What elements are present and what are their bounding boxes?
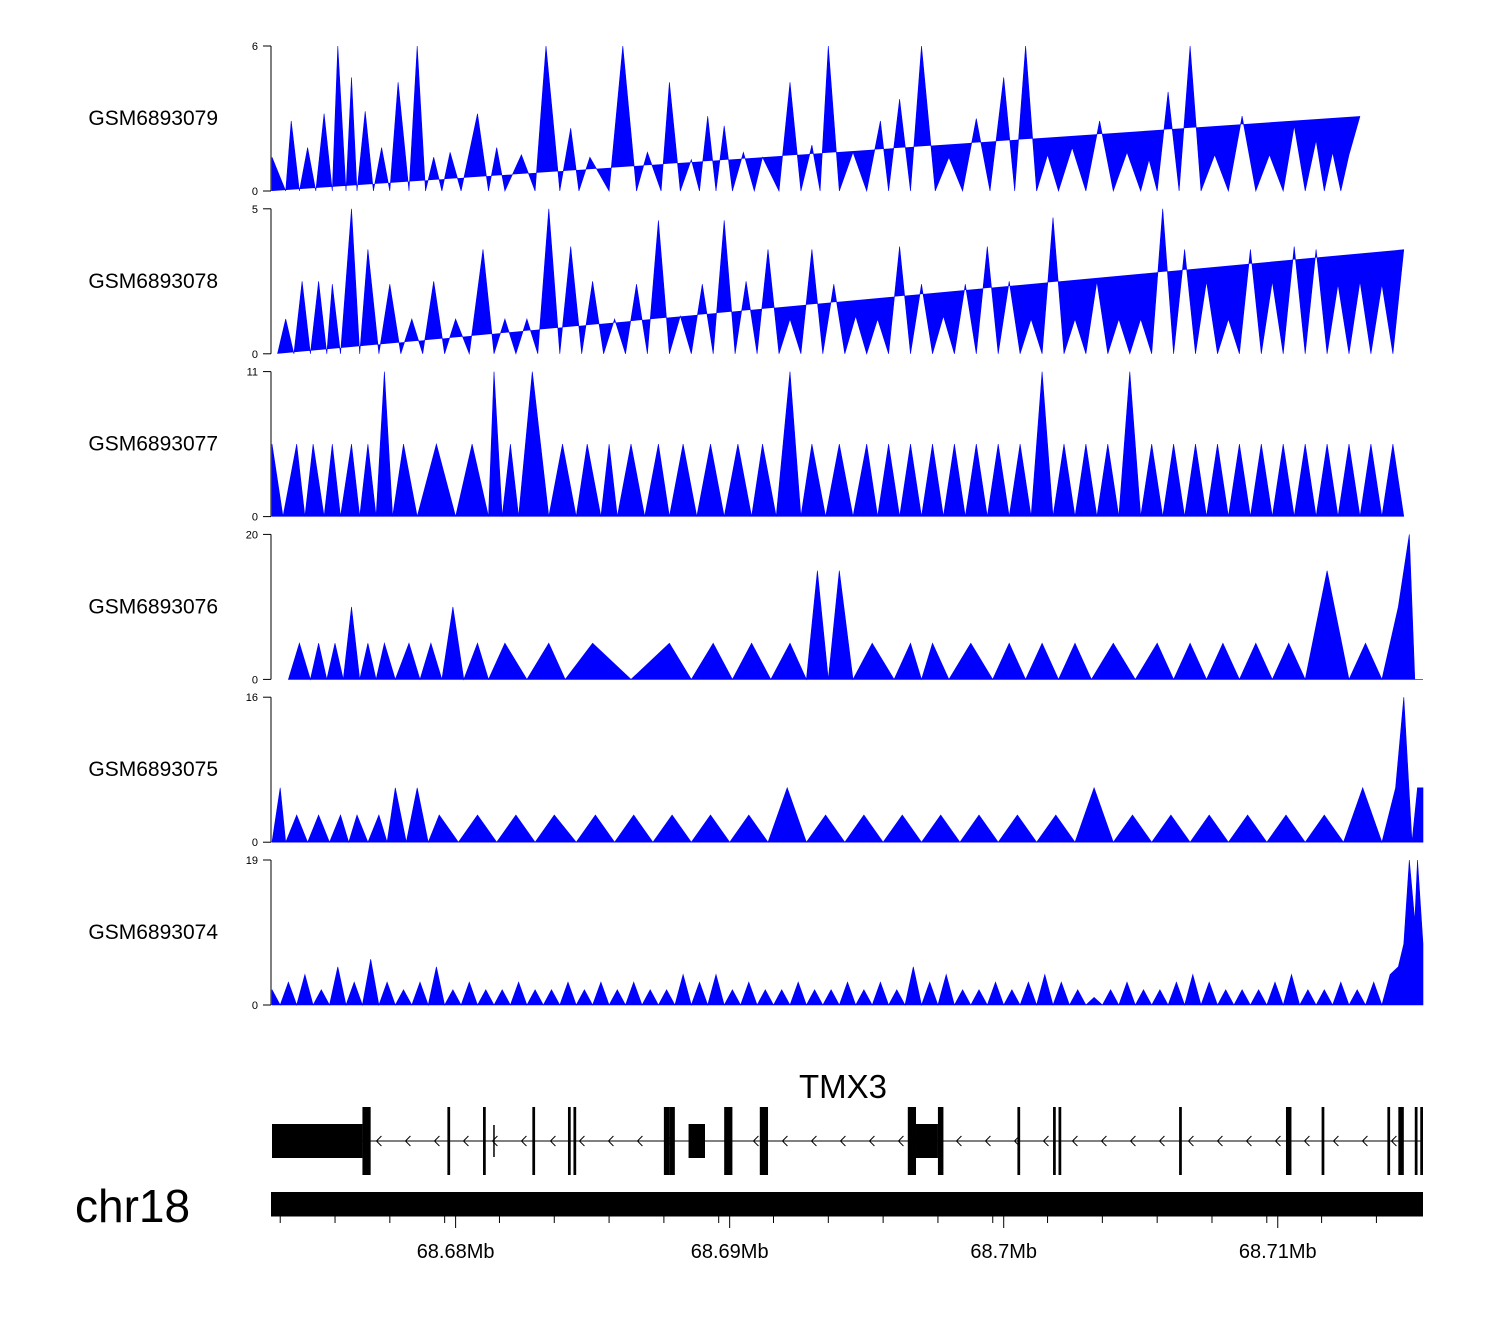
strand-arrow	[1158, 1135, 1165, 1147]
signal-area	[271, 859, 1424, 1007]
strand-arrow	[810, 1135, 817, 1147]
gene-exon	[573, 1107, 577, 1175]
gene-exon	[1179, 1107, 1182, 1175]
gene-label: TMX3	[799, 1068, 887, 1105]
y-tick-label-max: 11	[247, 367, 258, 379]
y-tick-label-max: 5	[252, 204, 258, 216]
gene-exon	[1053, 1107, 1056, 1175]
strand-arrow	[1361, 1135, 1368, 1147]
track-label: GSM6893077	[88, 433, 218, 456]
gene-exon	[1414, 1107, 1418, 1175]
strand-arrow	[1332, 1135, 1339, 1147]
gene-track: TMX3	[272, 1068, 1423, 1175]
y-tick-label-min: 0	[252, 1000, 258, 1012]
gene-exon	[916, 1124, 938, 1158]
y-tick-label-max: 20	[246, 529, 258, 541]
strand-arrow	[752, 1135, 759, 1147]
track-label: GSM6893076	[88, 595, 218, 618]
strand-arrow	[1100, 1135, 1107, 1147]
gene-exon	[688, 1124, 705, 1158]
strand-arrow	[897, 1135, 904, 1147]
track-label: GSM6893079	[88, 107, 218, 130]
signal-tracks: GSM689307960GSM689307850GSM6893077110GSM…	[88, 41, 1424, 1012]
strand-arrow	[491, 1135, 498, 1147]
strand-arrow	[636, 1135, 643, 1147]
strand-arrow	[520, 1135, 527, 1147]
gene-utr-block	[272, 1124, 363, 1158]
gene-exon	[1058, 1107, 1062, 1175]
x-tick-label: 68.68Mb	[417, 1241, 495, 1263]
strand-arrow	[578, 1135, 585, 1147]
signal-area	[277, 208, 1405, 355]
gene-exon	[907, 1107, 917, 1175]
track-GSM6893077: GSM6893077 11 0	[88, 367, 1405, 524]
y-tick-label-max: 16	[246, 692, 258, 704]
x-tick-label: 68.71Mb	[1239, 1241, 1317, 1263]
genome-axis: 68.68Mb 68.69Mb 68.7Mb 68.71Mb	[271, 1215, 1423, 1263]
signal-area	[271, 45, 1361, 193]
track-GSM6893079: GSM6893079 6 0	[88, 41, 1361, 198]
strand-arrow	[1042, 1135, 1049, 1147]
chromosome-label: chr18	[75, 1180, 190, 1232]
gene-exon	[1398, 1107, 1404, 1175]
track-GSM6893074: GSM6893074 19 0	[88, 855, 1424, 1012]
strand-arrow	[462, 1135, 469, 1147]
strand-arrow	[1216, 1135, 1223, 1147]
strand-arrow	[1187, 1135, 1194, 1147]
strand-arrow	[1245, 1135, 1252, 1147]
track-GSM6893075: GSM6893075 16 0	[88, 692, 1424, 849]
track-label: GSM6893075	[88, 758, 218, 781]
y-tick-label-max: 6	[252, 41, 258, 53]
strand-arrow	[1303, 1135, 1310, 1147]
gene-exon	[1420, 1107, 1423, 1175]
strand-arrow	[868, 1135, 875, 1147]
track-GSM6893078: GSM6893078 5 0	[88, 204, 1405, 361]
y-tick-label-min: 0	[252, 349, 258, 361]
strand-arrow	[955, 1135, 962, 1147]
strand-arrow	[1129, 1135, 1136, 1147]
strand-arrow	[839, 1135, 846, 1147]
y-tick-label-min: 0	[252, 512, 258, 524]
gene-exon	[483, 1107, 486, 1175]
gene-exon	[532, 1107, 536, 1175]
signal-area	[271, 697, 1424, 844]
gene-exon	[759, 1107, 769, 1175]
strand-arrow	[1071, 1135, 1078, 1147]
gene-exon	[447, 1107, 451, 1175]
chromosome-bar	[271, 1192, 1423, 1216]
y-tick-label-max: 19	[246, 855, 258, 867]
gene-exon	[1285, 1107, 1292, 1175]
x-tick-label: 68.69Mb	[691, 1241, 769, 1263]
strand-arrow	[433, 1135, 440, 1147]
strand-arrow	[549, 1135, 556, 1147]
signal-area	[271, 371, 1405, 517]
y-tick-label-min: 0	[252, 186, 258, 198]
strand-arrow	[404, 1135, 411, 1147]
strand-arrow	[1390, 1135, 1397, 1147]
gene-exon	[567, 1107, 571, 1175]
ideogram-track: chr18	[75, 1180, 1423, 1232]
track-label: GSM6893078	[88, 270, 218, 293]
strand-arrow	[1274, 1135, 1281, 1147]
strand-arrow	[781, 1135, 788, 1147]
track-label: GSM6893074	[88, 921, 218, 944]
strand-arrow	[375, 1135, 382, 1147]
y-tick-label-min: 0	[252, 837, 258, 849]
gene-exon	[1387, 1107, 1391, 1175]
gene-exon	[669, 1107, 675, 1175]
x-tick-label: 68.7Mb	[970, 1241, 1037, 1263]
gene-exon	[663, 1107, 670, 1175]
gene-exon	[724, 1107, 733, 1175]
y-tick-label-min: 0	[252, 674, 258, 686]
gene-exon	[362, 1107, 371, 1175]
track-GSM6893076: GSM6893076 20 0	[88, 529, 1423, 686]
gene-exon	[1017, 1107, 1021, 1175]
gene-exon	[937, 1107, 944, 1175]
strand-arrow	[607, 1135, 614, 1147]
gene-exon	[1321, 1107, 1325, 1175]
strand-arrow	[984, 1135, 991, 1147]
signal-area	[287, 534, 1423, 681]
